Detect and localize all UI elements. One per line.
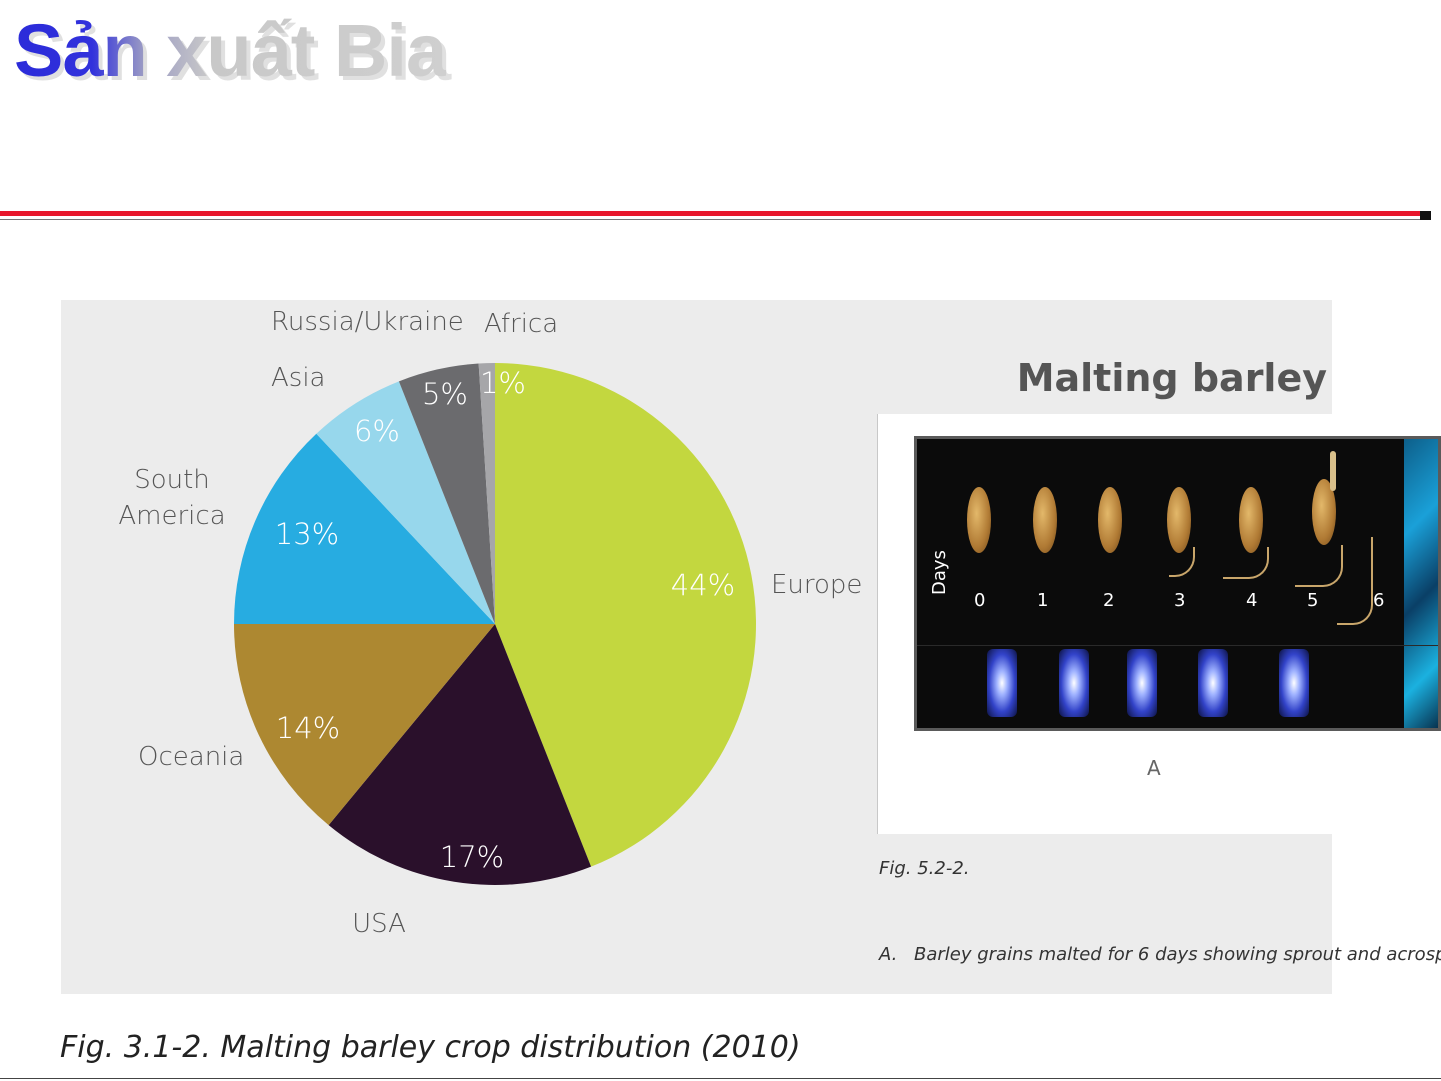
slice-label-usa: 17% (440, 840, 504, 874)
region-label-oceania: Oceania (138, 742, 244, 772)
slide-title-shadow: Sản xuất Bia (18, 18, 451, 92)
acrospire-day-5 (1330, 451, 1336, 491)
footer-divider (0, 1078, 1441, 1079)
region-label-south: South (134, 465, 210, 495)
pie-slice-africa (478, 363, 495, 624)
sprout-day-3 (1169, 547, 1195, 577)
day-number-1: 1 (1037, 590, 1049, 611)
photo-side-strip (1404, 439, 1438, 728)
region-label-asia: Asia (271, 363, 326, 393)
pie-slice-europe (495, 363, 757, 867)
grain-day-1 (1033, 487, 1057, 553)
fig-desc-prefix: A. (879, 944, 898, 965)
slide-title: Sản xuất Bia (14, 9, 447, 92)
photo-band-divider (917, 645, 1438, 646)
fig-5-2-2-label: Fig. 5.2-2. (879, 858, 970, 879)
pie-slice-labels: 44% 17% 14% 13% 6% 5% 1% (275, 366, 735, 874)
glow-grain-4 (1279, 649, 1309, 717)
malting-barley-title: Malting barley (1016, 356, 1327, 400)
slice-label-south-america: 13% (275, 517, 339, 551)
pie-chart: 44% 17% 14% 13% 6% 5% 1% Russia/Ukraine … (118, 307, 862, 939)
pie-slice-russia-ukraine (398, 363, 495, 624)
slice-label-russia-ukraine: 5% (422, 377, 468, 411)
pie-chart-caption: Fig. 3.1-2. Malting barley crop distribu… (60, 1030, 801, 1065)
day-number-2: 2 (1103, 590, 1115, 611)
pie-slice-south-america (234, 433, 495, 624)
header-divider-red (0, 211, 1424, 216)
sprout-day-5 (1295, 545, 1343, 587)
day-number-4: 4 (1246, 590, 1258, 611)
slice-label-oceania: 14% (276, 711, 340, 745)
photo-panel-letter: A (1147, 756, 1161, 780)
day-number-5: 5 (1307, 590, 1319, 611)
region-label-russia-ukraine: Russia/Ukraine (271, 307, 464, 337)
header-divider-end-cap (1420, 211, 1431, 220)
grain-day-4 (1239, 487, 1263, 553)
region-label-usa: USA (352, 909, 406, 939)
fig-desc-text: Barley grains malted for 6 days showing … (914, 944, 1441, 965)
pie-region-labels: Russia/Ukraine Africa Asia South America… (118, 307, 862, 939)
sprout-day-4 (1223, 547, 1269, 579)
glow-grain-3 (1198, 649, 1228, 717)
fig-5-2-2-description: A. Barley grains malted for 6 days showin… (879, 944, 1441, 965)
slice-label-asia: 6% (354, 414, 400, 448)
pie-slices (234, 363, 757, 885)
pie-slice-asia (316, 381, 495, 624)
glow-grain-1 (1059, 649, 1089, 717)
day-number-0: 0 (974, 590, 986, 611)
pie-slice-usa (328, 624, 592, 885)
sprout-day-6 (1337, 537, 1373, 625)
slice-label-africa: 1% (480, 366, 526, 400)
day-number-3: 3 (1174, 590, 1186, 611)
day-number-6: 6 (1373, 590, 1385, 611)
glow-grain-2 (1127, 649, 1157, 717)
malting-image-card-border (877, 414, 878, 834)
grain-day-2 (1098, 487, 1122, 553)
glow-grain-0 (987, 649, 1017, 717)
slice-label-europe: 44% (671, 568, 735, 602)
region-label-africa: Africa (484, 309, 558, 339)
header-divider-thin (0, 219, 1424, 220)
region-label-america: America (118, 501, 225, 531)
grain-day-0 (967, 487, 991, 553)
pie-slice-oceania (234, 624, 495, 826)
region-label-europe: Europe (771, 570, 862, 600)
grain-day-3 (1167, 487, 1191, 553)
barley-grains-photo: Days 0 1 2 3 4 5 6 (914, 436, 1441, 731)
days-axis-label: Days (929, 550, 950, 595)
